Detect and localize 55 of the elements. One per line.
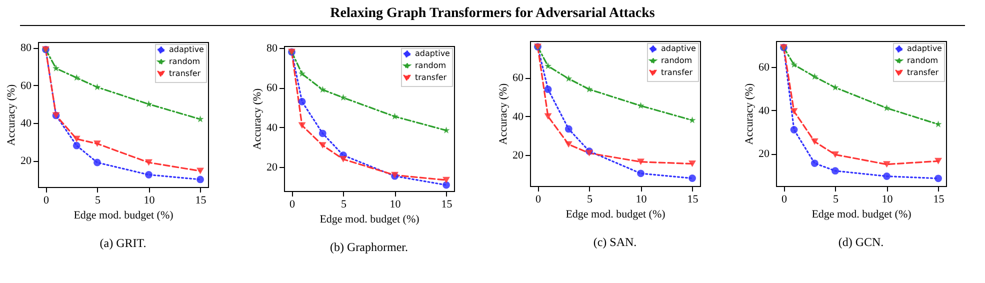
x-tick-label: 5: [832, 194, 839, 206]
x-tick-label: 0: [43, 194, 50, 206]
x-axis-title: Edge mod. budget (%): [320, 214, 420, 226]
legend-label: adaptive: [415, 49, 450, 58]
y-tick-label: 40: [266, 122, 278, 134]
y-tick-label: 20: [512, 150, 524, 162]
x-tick-label: 10: [636, 194, 648, 206]
legend-label: transfer: [907, 68, 940, 77]
y-tick-label: 60: [758, 61, 770, 74]
y-axis-title: Accuracy (%): [744, 82, 756, 145]
legend-label: adaptive: [661, 44, 696, 53]
legend-label: random: [415, 61, 446, 70]
y-axis-title: Accuracy (%): [252, 88, 264, 150]
y-tick-label: 60: [20, 80, 32, 92]
legend-label: adaptive: [907, 44, 942, 53]
legend-label: transfer: [661, 68, 694, 77]
y-tick-label: 60: [512, 72, 524, 84]
y-tick-label: 20: [20, 155, 32, 168]
x-axis-title: Edge mod. budget (%): [566, 208, 666, 220]
x-tick-label: 15: [933, 194, 945, 206]
legend-label: random: [907, 56, 938, 65]
text: (a) GRIT.: [100, 236, 146, 250]
x-tick-label: 0: [535, 194, 542, 206]
legend-label: random: [169, 57, 200, 66]
y-tick-label: 40: [512, 110, 524, 123]
x-tick-label: 0: [289, 198, 296, 210]
y-axis-title: Accuracy (%): [498, 82, 510, 145]
legend-label: transfer: [169, 69, 202, 78]
legend-label: adaptive: [169, 45, 204, 54]
y-tick-label: 20: [758, 148, 770, 160]
x-tick-label: 5: [94, 194, 101, 206]
y-tick-label: 60: [266, 82, 278, 94]
y-tick-label: 20: [266, 162, 278, 174]
legend-label: random: [661, 56, 692, 65]
x-axis-title: Edge mod. budget (%): [74, 210, 174, 222]
y-axis-title: Accuracy (%): [6, 84, 18, 146]
y-tick-label: 40: [758, 104, 770, 117]
x-tick-label: 10: [144, 194, 156, 206]
text: (d) GCN.: [838, 235, 884, 249]
legend-label: transfer: [415, 73, 448, 82]
x-tick-label: 15: [687, 194, 699, 206]
x-tick-label: 15: [441, 198, 453, 210]
x-tick-label: 5: [586, 194, 593, 206]
y-tick-label: 40: [20, 117, 32, 130]
x-tick-label: 10: [390, 198, 402, 210]
text: (c) SAN.: [593, 235, 637, 249]
y-tick-label: 80: [266, 42, 278, 54]
text: (b) Graphormer.: [330, 240, 408, 254]
x-tick-label: 10: [882, 194, 894, 206]
x-tick-label: 5: [340, 198, 347, 210]
x-tick-label: 0: [781, 194, 788, 206]
x-tick-label: 15: [195, 194, 207, 206]
text: Relaxing Graph Transformers for Adversarial Attacks: [20, 6, 965, 26]
x-axis-title: Edge mod. budget (%): [812, 208, 912, 220]
y-tick-label: 80: [20, 42, 32, 54]
